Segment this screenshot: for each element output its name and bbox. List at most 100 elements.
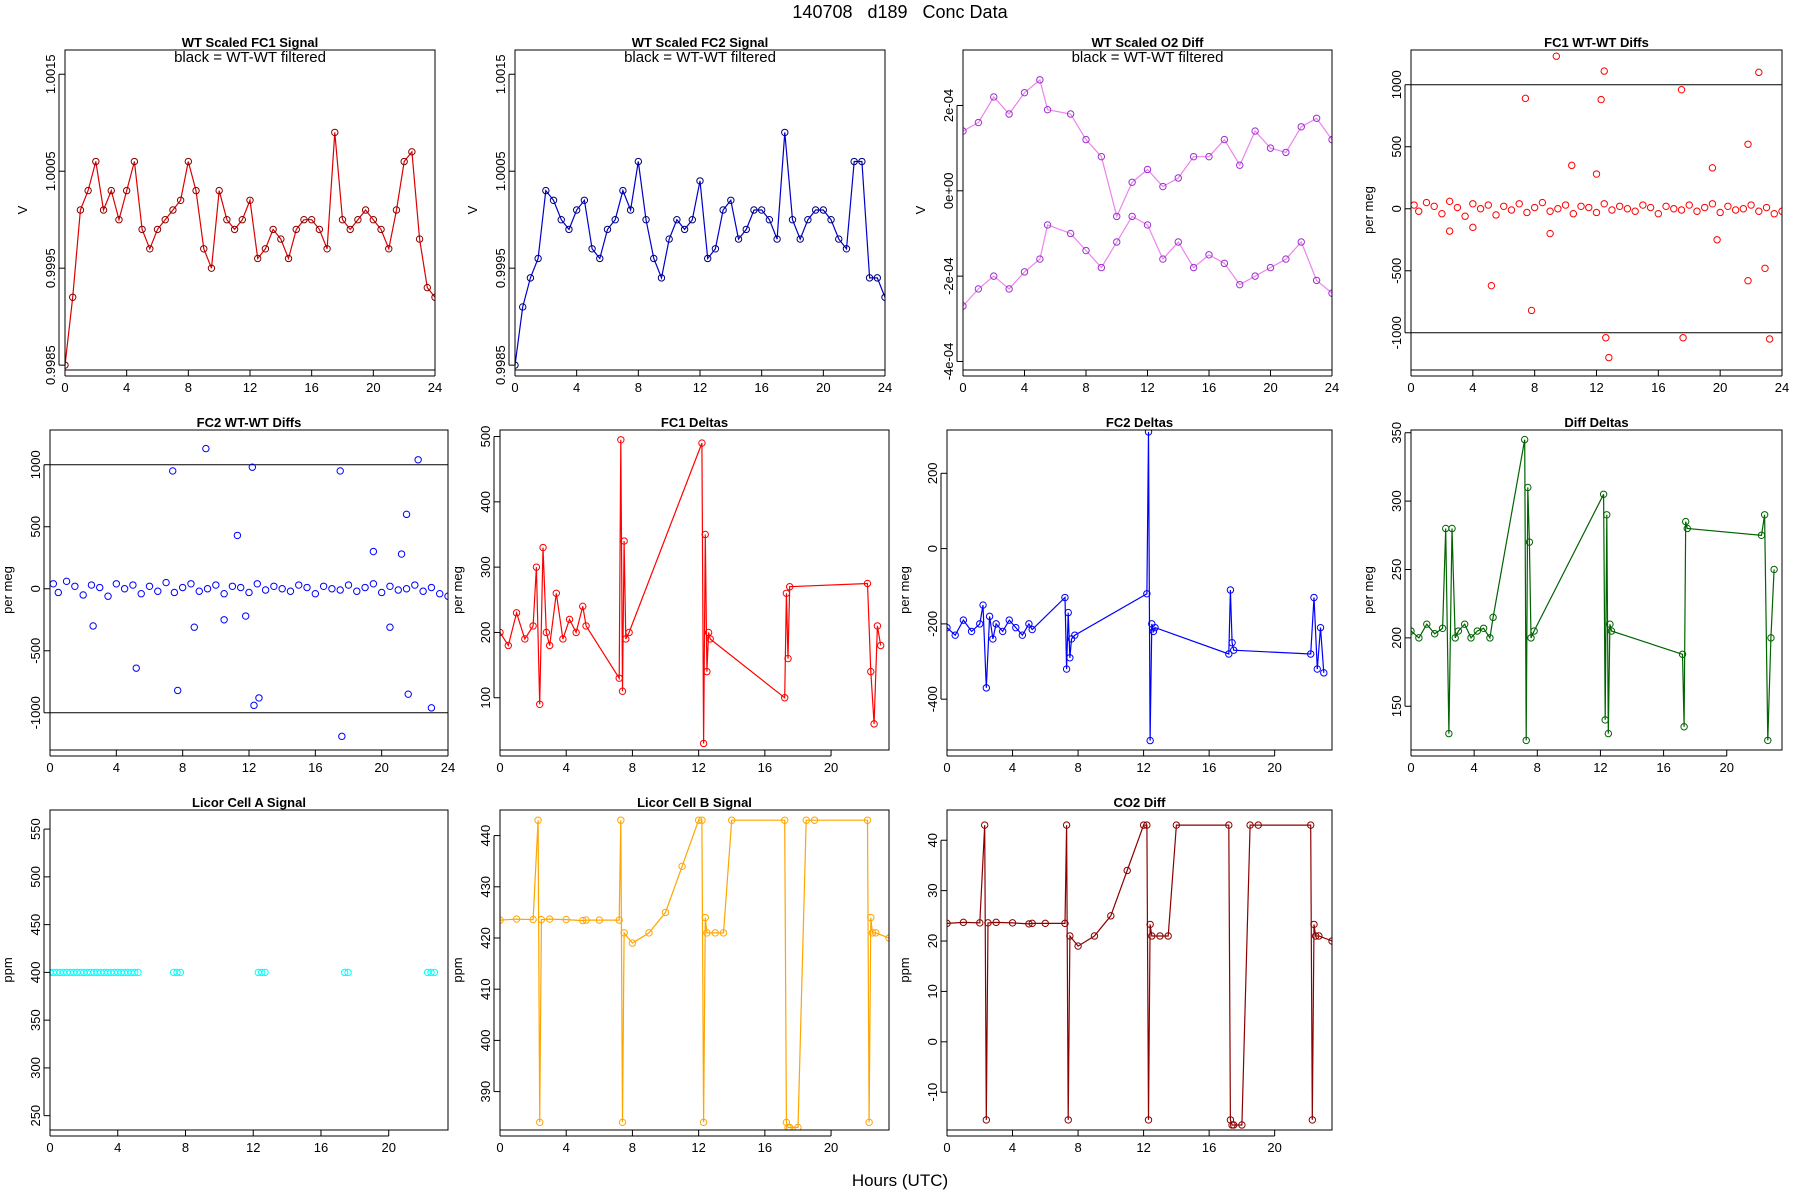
x-tick-label: 8 [1074,760,1081,775]
y-tick-label: 0 [925,545,940,552]
data-point [178,583,187,592]
data-point [698,816,706,824]
data-point [1143,590,1151,598]
series-line [500,439,882,744]
data-point [1236,161,1244,169]
data-point [974,118,983,127]
data-point [176,196,185,205]
chart-panel: FC2 Deltas 0 4 8 12 16 20 -400 -200 0 200 per meg [897,415,1333,775]
data-point [173,968,181,977]
x-tick-label: 24 [1325,380,1339,395]
data-point [427,704,436,712]
data-point [237,583,245,592]
y-tick-label: 500 [28,516,43,538]
data-point [873,274,881,282]
data-point [1097,263,1106,272]
data-point [408,148,416,156]
data-point [202,444,210,453]
data-point [1254,821,1262,829]
x-tick-label: 16 [1202,380,1216,395]
data-point [711,929,719,937]
data-point [802,816,810,824]
y-tick-label: 410 [478,978,493,1000]
data-point [1205,251,1213,259]
data-point [1524,483,1532,492]
data-point [1604,729,1613,738]
x-tick-label: 4 [1009,1140,1016,1155]
data-point [1415,207,1423,215]
data-point [626,206,635,214]
x-tick-label: 16 [758,760,772,775]
data-point [526,274,535,282]
data-point [1607,627,1616,635]
data-point [1143,821,1151,829]
data-point [212,581,220,589]
data-point [1041,919,1049,928]
data-point [1755,207,1763,215]
data-point [1445,729,1453,738]
data-point [338,732,346,741]
data-point [1310,920,1318,929]
data-point [703,667,711,676]
data-point [990,272,998,280]
data-point [1762,203,1771,212]
data-point [361,206,370,214]
data-point [1071,631,1079,639]
data-point [87,581,96,589]
x-tick-label: 4 [1469,380,1476,395]
data-point [1144,1116,1153,1124]
data-point [618,687,627,695]
data-point [292,225,300,234]
data-point [353,587,361,595]
data-point [344,581,353,589]
data-point [1028,625,1036,634]
data-point [850,157,858,166]
data-point [947,623,951,632]
data-point [532,563,541,571]
x-tick-label: 8 [629,760,636,775]
plot-frame [49,809,449,1131]
chart-panel: Licor Cell B Signal 0 4 8 12 16 20 390 400 410 420… [450,795,890,1155]
data-point [377,588,386,597]
data-point [1074,942,1082,950]
data-point [1312,276,1321,285]
data-point [963,127,967,135]
data-point [559,635,567,643]
data-point [112,580,121,588]
data-point [1005,285,1013,293]
data-point [1228,639,1236,647]
x-tick-label: 24 [441,760,455,775]
y-tick-label: 390 [478,1081,493,1103]
x-tick-label: 12 [1593,760,1607,775]
y-tick-label: 1000 [1389,70,1404,99]
data-point [582,916,590,924]
y-tick-label: 1.0015 [493,54,508,94]
data-point [1515,200,1523,208]
data-point [1744,276,1752,285]
data-point [65,361,69,369]
y-tick-label: 300 [478,556,493,578]
data-point [785,1123,794,1130]
data-point [1174,238,1182,246]
x-tick-label: 8 [1082,380,1089,395]
data-point [245,588,253,597]
data-point [1631,207,1639,215]
data-point [572,206,581,214]
data-point [323,245,331,253]
y-tick-label: -1000 [28,696,43,729]
plot-frame [499,429,890,751]
x-tick-label: 0 [61,380,68,395]
y-tick-label: 550 [28,818,43,840]
y-tick-label: 430 [478,876,493,898]
data-point [1128,178,1136,186]
data-point [1226,586,1235,594]
data-point [154,587,162,595]
data-point [500,628,504,637]
data-point [661,908,670,917]
data-point [311,590,320,598]
data-point [1220,135,1229,144]
data-point [990,93,998,101]
data-point [1764,736,1772,745]
data-point [153,225,162,234]
data-point [1507,206,1516,214]
